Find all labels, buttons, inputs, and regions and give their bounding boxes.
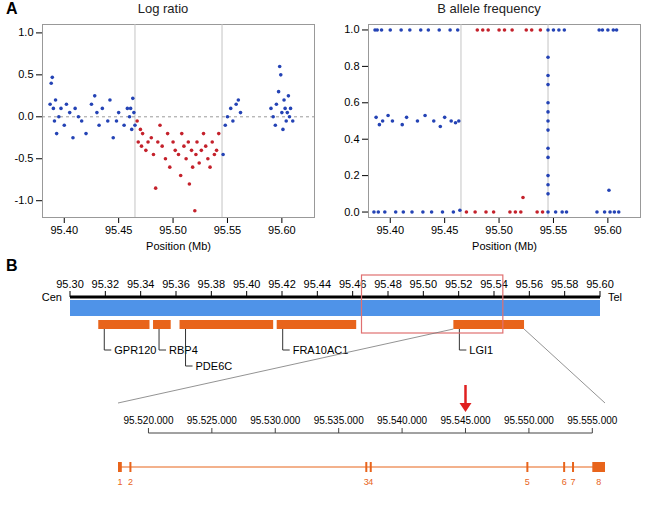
svg-text:LGI1: LGI1 [469,344,493,356]
svg-text:1.0: 1.0 [344,23,359,35]
svg-text:95.36: 95.36 [162,278,190,290]
svg-text:95.56: 95.56 [516,278,544,290]
svg-text:Position (Mb): Position (Mb) [146,240,211,252]
html-text:Log ratio: Log ratio [137,1,189,16]
svg-text:-1.0: -1.0 [15,194,34,206]
svg-text:95.520.000: 95.520.000 [123,415,173,426]
svg-text:1.0: 1.0 [18,26,33,38]
svg-text:GPR120: GPR120 [114,344,156,356]
svg-text:95.530.000: 95.530.000 [250,415,300,426]
svg-text:PDE6C: PDE6C [196,360,233,372]
svg-text:0.0: 0.0 [344,206,359,218]
svg-text:95.52: 95.52 [445,278,473,290]
svg-text:-0.5: -0.5 [15,152,34,164]
svg-text:95.44: 95.44 [304,278,332,290]
svg-text:95.40: 95.40 [233,278,261,290]
svg-text:FRA10AC1: FRA10AC1 [292,344,349,356]
svg-text:95.540.000: 95.540.000 [377,415,427,426]
svg-text:95.60: 95.60 [594,224,622,236]
svg-text:Cen: Cen [42,291,62,303]
svg-text:0.2: 0.2 [344,169,359,181]
svg-text:B: B [6,257,18,274]
svg-text:95.46: 95.46 [339,278,367,290]
svg-text:2: 2 [128,477,133,487]
svg-text:95.60: 95.60 [268,224,296,236]
svg-text:8: 8 [596,477,601,487]
svg-text:Tel: Tel [608,291,622,303]
svg-text:0.8: 0.8 [344,60,359,72]
svg-text:95.50: 95.50 [159,224,187,236]
svg-text:3: 3 [363,477,369,487]
svg-text:0.0: 0.0 [18,110,33,122]
svg-text:95.535.000: 95.535.000 [314,415,364,426]
svg-text:95.55: 95.55 [540,224,568,236]
svg-text:6: 6 [562,477,567,487]
svg-text:95.555.000: 95.555.000 [567,415,617,426]
svg-text:95.32: 95.32 [92,278,120,290]
svg-text:95.42: 95.42 [268,278,296,290]
svg-text:95.545.000: 95.545.000 [440,415,490,426]
svg-text:95.45: 95.45 [105,224,133,236]
svg-text:95.525.000: 95.525.000 [187,415,237,426]
svg-text:95.50: 95.50 [410,278,438,290]
svg-text:95.60: 95.60 [586,278,614,290]
html-text:A: A [6,0,18,17]
svg-text:95.55: 95.55 [214,224,242,236]
svg-text:0.4: 0.4 [344,133,359,145]
svg-text:95.58: 95.58 [551,278,579,290]
svg-text:1: 1 [117,477,122,487]
svg-text:0.6: 0.6 [344,96,359,108]
svg-text:4: 4 [368,477,373,487]
svg-text:95.38: 95.38 [198,278,226,290]
svg-text:Position (Mb): Position (Mb) [472,240,537,252]
svg-text:95.40: 95.40 [376,224,404,236]
svg-text:95.50: 95.50 [485,224,513,236]
svg-text:RBP4: RBP4 [169,344,198,356]
html-text:B allele frequency: B allele frequency [437,1,541,16]
svg-text:95.30: 95.30 [56,278,84,290]
svg-text:95.45: 95.45 [431,224,459,236]
svg-text:0.5: 0.5 [18,68,33,80]
svg-text:7: 7 [571,477,576,487]
svg-text:95.40: 95.40 [50,224,78,236]
svg-text:95.48: 95.48 [374,278,402,290]
svg-text:95.34: 95.34 [127,278,155,290]
svg-text:5: 5 [525,477,530,487]
svg-text:95.550.000: 95.550.000 [504,415,554,426]
svg-text:95.54: 95.54 [480,278,508,290]
